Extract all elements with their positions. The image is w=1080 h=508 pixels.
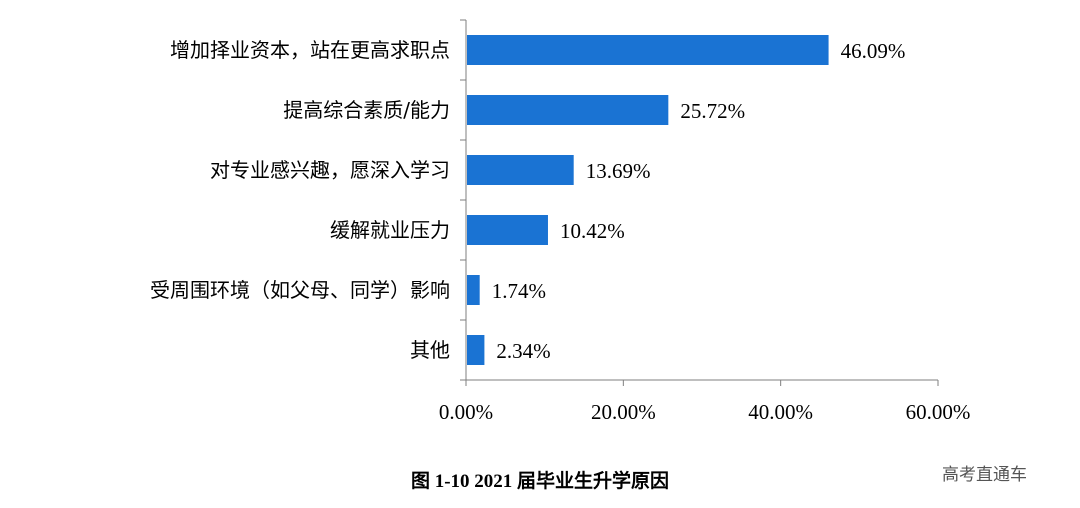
- x-tick-label: 20.00%: [591, 400, 656, 424]
- category-label: 其他: [410, 338, 450, 362]
- x-tick-label: 60.00%: [906, 400, 971, 424]
- data-label: 1.74%: [492, 279, 546, 303]
- category-label: 提高综合素质/能力: [283, 98, 450, 122]
- bar-chart: 0.00% 20.00% 40.00% 60.00% 增加择业资本，站在更高求职点 46.…: [150, 19, 971, 424]
- plot-area: 0.00% 20.00% 40.00% 60.00% 增加择业资本，站在更高求职点 46.…: [150, 19, 971, 424]
- data-label: 2.34%: [496, 339, 550, 363]
- x-tick-label: 40.00%: [748, 400, 813, 424]
- category-label: 缓解就业压力: [330, 218, 450, 242]
- bar: [467, 155, 574, 185]
- bar: [467, 275, 480, 305]
- category-label: 对专业感兴趣，愿深入学习: [210, 158, 450, 182]
- bar: [467, 95, 669, 125]
- data-label: 13.69%: [586, 159, 651, 183]
- bar: [467, 215, 548, 245]
- bar: [467, 35, 829, 65]
- category-label: 增加择业资本，站在更高求职点: [170, 38, 450, 62]
- x-tick-label: 0.00%: [439, 400, 493, 424]
- bar: [467, 335, 485, 365]
- watermark-text: 高考直通车: [942, 465, 1027, 485]
- data-label: 25.72%: [680, 99, 745, 123]
- figure-caption: 图 1-10 2021 届毕业生升学原因: [410, 471, 670, 492]
- data-label: 46.09%: [841, 39, 906, 63]
- data-label: 10.42%: [560, 219, 625, 243]
- category-label: 受周围环境（如父母、同学）影响: [150, 278, 450, 302]
